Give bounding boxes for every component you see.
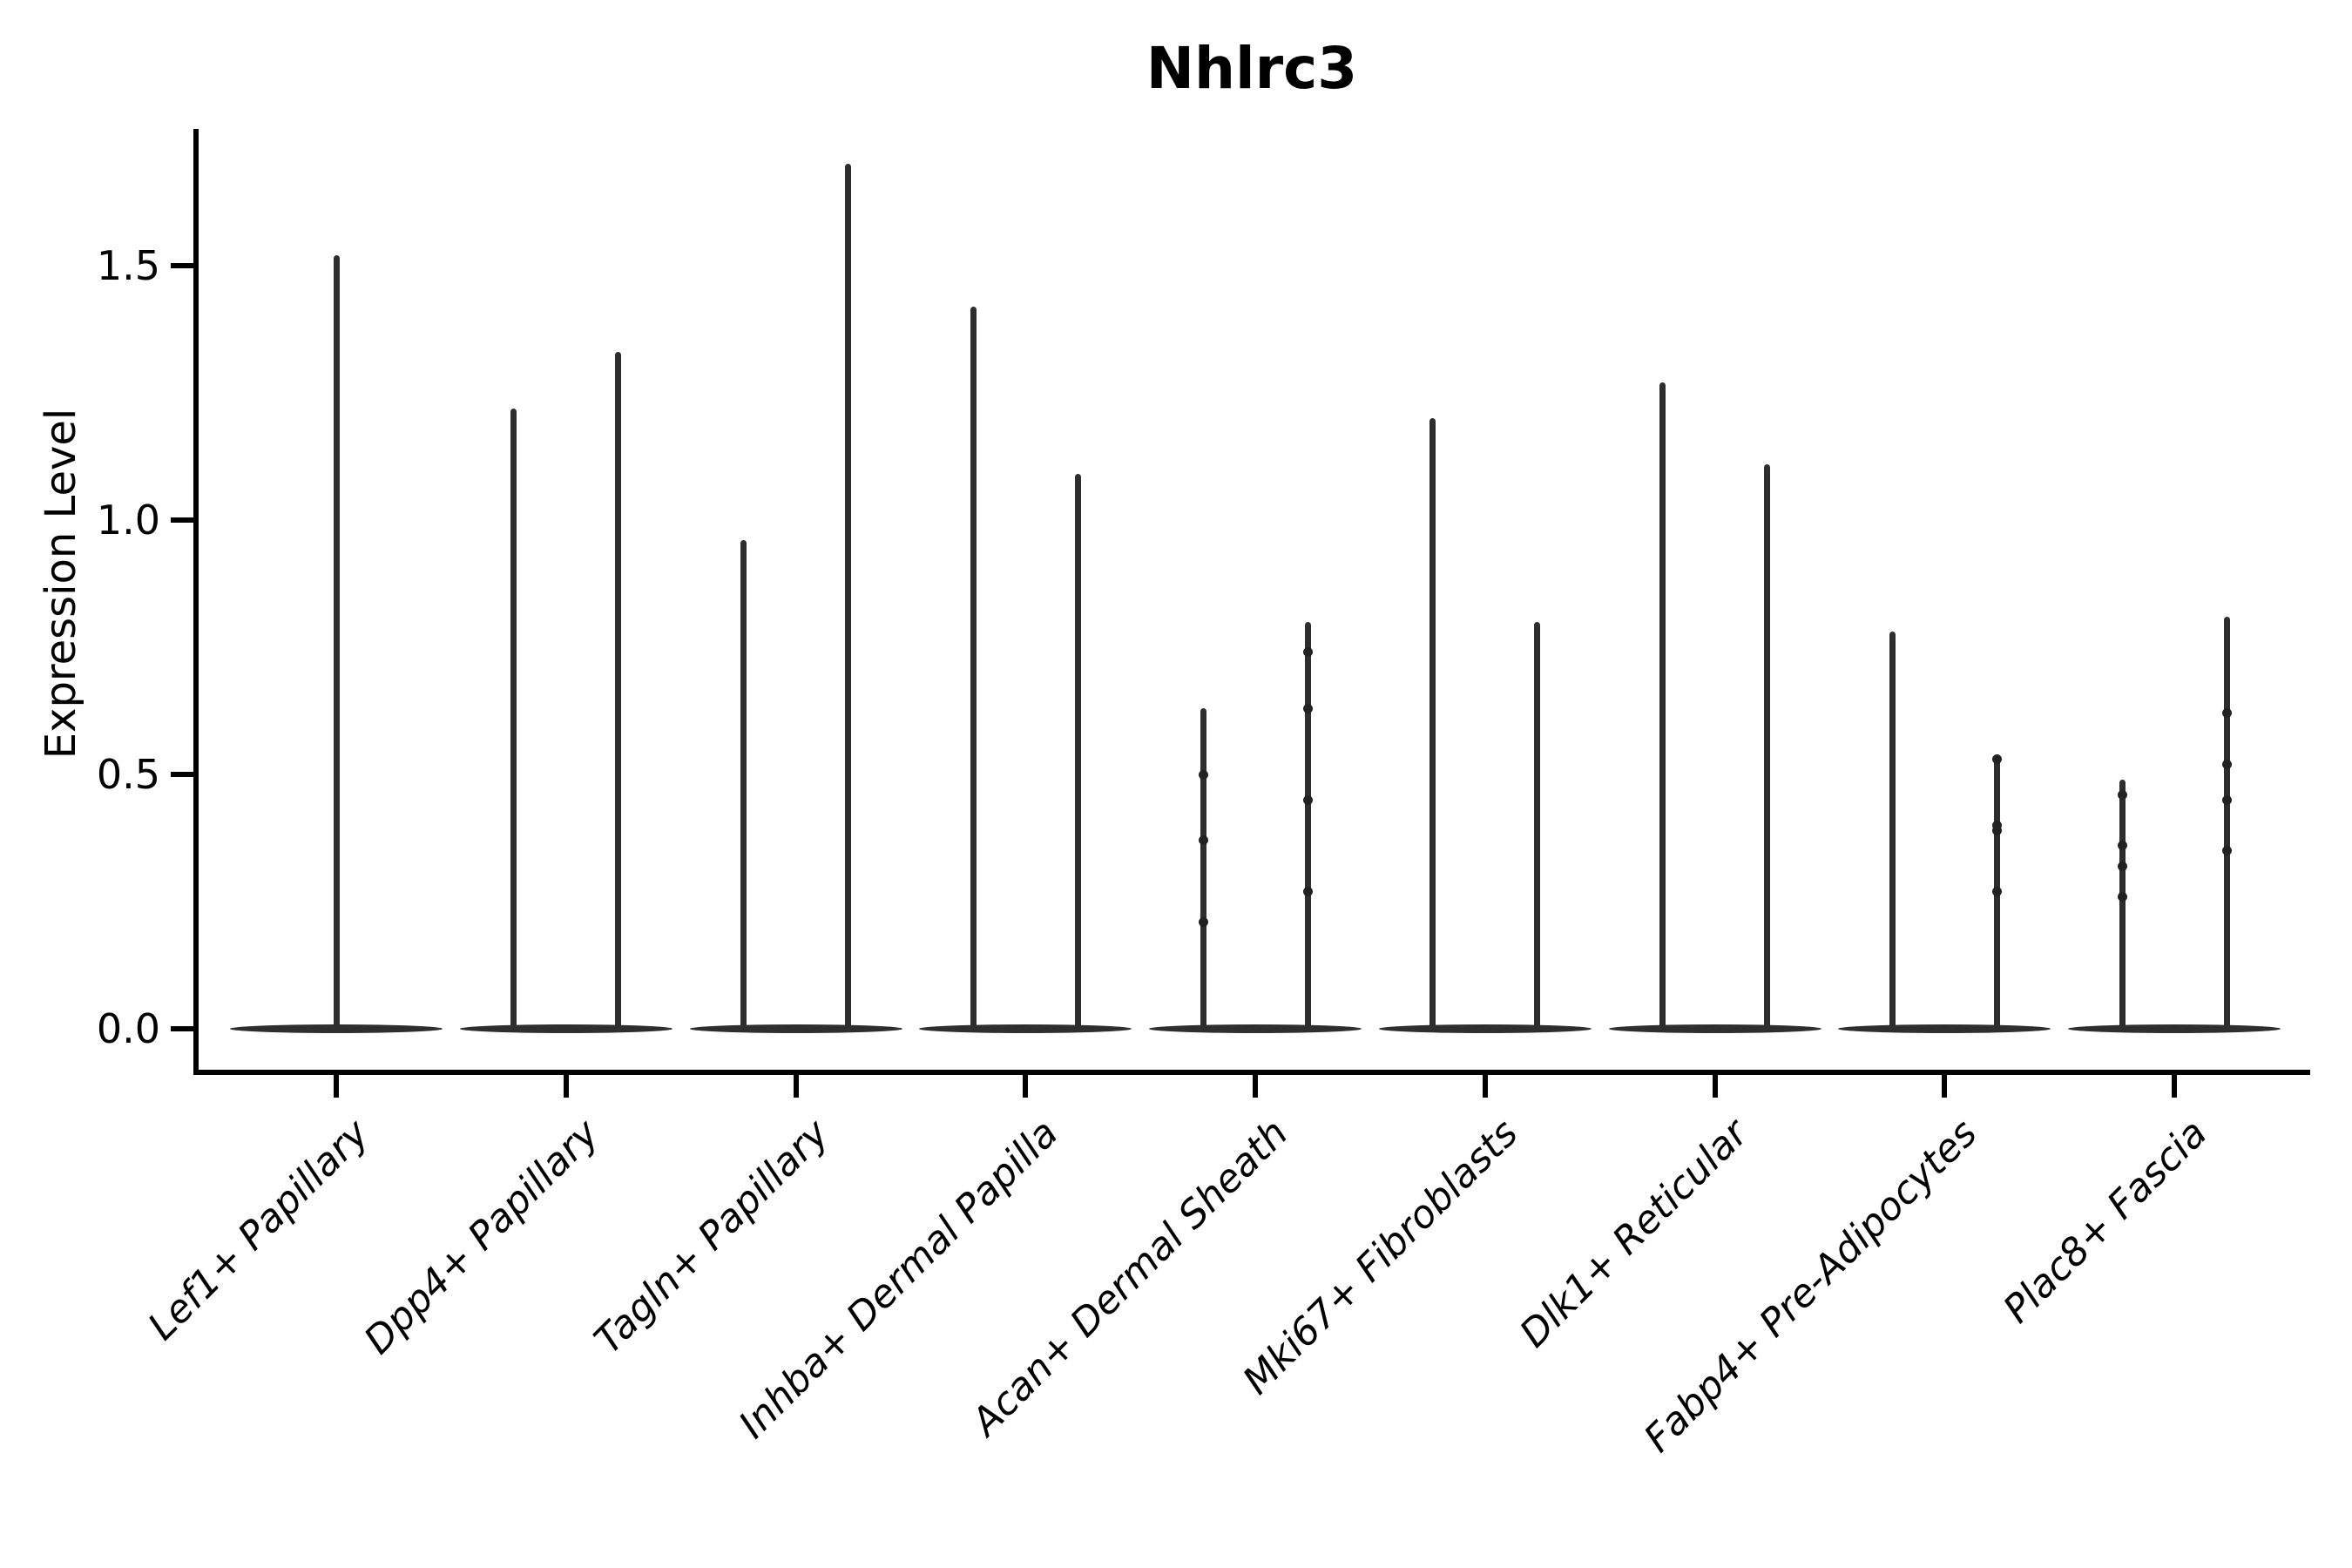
jitter-point — [2117, 841, 2127, 851]
y-axis-label: Expression Level — [37, 408, 85, 760]
jitter-point — [2117, 891, 2127, 902]
jitter-point — [1302, 794, 1313, 805]
x-tick-mark — [1253, 1075, 1258, 1098]
jitter-point — [1302, 886, 1313, 896]
x-category-label: Dpp4+ Papillary — [355, 1111, 608, 1363]
violin-spike — [1764, 463, 1770, 1029]
x-category-label: Mki67+ Fibroblasts — [1233, 1111, 1527, 1403]
jitter-point — [2221, 759, 2232, 769]
jitter-point — [1302, 647, 1313, 658]
violin-spike — [2119, 779, 2126, 1029]
violin-spike — [1889, 632, 1896, 1029]
x-tick-mark — [2172, 1075, 2177, 1098]
x-tick-mark — [793, 1075, 799, 1098]
jitter-point — [1991, 820, 2002, 830]
jitter-point — [2221, 846, 2232, 856]
violin-base — [459, 1024, 672, 1033]
y-tick-mark — [171, 263, 193, 268]
violin-base — [1149, 1024, 1362, 1033]
violin-spike — [970, 306, 977, 1029]
violin-spike — [1659, 382, 1666, 1029]
x-axis-spine — [193, 1070, 2310, 1075]
violin-spike — [2223, 616, 2230, 1029]
y-tick-label: 0.5 — [96, 751, 160, 798]
violin-base — [1608, 1024, 1821, 1033]
jitter-point — [1198, 835, 1208, 846]
violin-base — [689, 1024, 902, 1033]
x-tick-mark — [1023, 1075, 1029, 1098]
violin-spike — [333, 255, 340, 1029]
violin-spike — [1074, 474, 1081, 1029]
x-category-label: Plac8+ Fascia — [1995, 1111, 2216, 1332]
chart-title: Nhlrc3 — [1146, 35, 1358, 102]
jitter-point — [2221, 794, 2232, 805]
y-tick-label: 1.5 — [96, 242, 160, 289]
y-tick-label: 1.0 — [96, 497, 160, 544]
violin-spike — [845, 164, 851, 1029]
violin-base — [1838, 1024, 2051, 1033]
jitter-point — [2117, 861, 2127, 871]
jitter-point — [1198, 769, 1208, 780]
violin-spike — [740, 540, 747, 1029]
x-category-label: Tagln+ Papillary — [585, 1111, 837, 1363]
x-tick-mark — [334, 1075, 339, 1098]
x-tick-mark — [1712, 1075, 1718, 1098]
jitter-point — [1991, 825, 2002, 835]
y-tick-label: 0.0 — [96, 1005, 160, 1052]
x-tick-mark — [1942, 1075, 1948, 1098]
violin-spike — [1534, 621, 1541, 1029]
jitter-point — [1198, 916, 1208, 927]
jitter-point — [1991, 754, 2002, 764]
y-tick-mark — [171, 517, 193, 523]
x-category-label: Dlk1+ Reticular — [1511, 1111, 1756, 1356]
violin-spike — [615, 352, 622, 1029]
x-tick-mark — [1482, 1075, 1488, 1098]
x-category-label: Inhba+ Dermal Papilla — [730, 1111, 1067, 1448]
y-axis-spine — [193, 129, 199, 1075]
violin-spike — [1200, 708, 1206, 1029]
violin-spike — [510, 408, 517, 1029]
violin-spike — [1429, 418, 1436, 1029]
jitter-point — [2117, 789, 2127, 800]
jitter-point — [1991, 886, 2002, 896]
violin-spike — [1304, 621, 1311, 1029]
x-category-label: Fabp4+ Pre-Adipocytes — [1635, 1111, 1986, 1462]
violin-base — [2068, 1024, 2281, 1033]
y-tick-mark — [171, 1026, 193, 1031]
x-tick-mark — [563, 1075, 569, 1098]
violin-base — [1378, 1024, 1592, 1033]
violin-base — [230, 1024, 443, 1033]
jitter-point — [1302, 703, 1313, 713]
jitter-point — [2221, 708, 2232, 719]
violin-base — [919, 1024, 1132, 1033]
x-category-label: Acan+ Dermal Sheath — [963, 1111, 1297, 1445]
y-tick-mark — [171, 772, 193, 777]
